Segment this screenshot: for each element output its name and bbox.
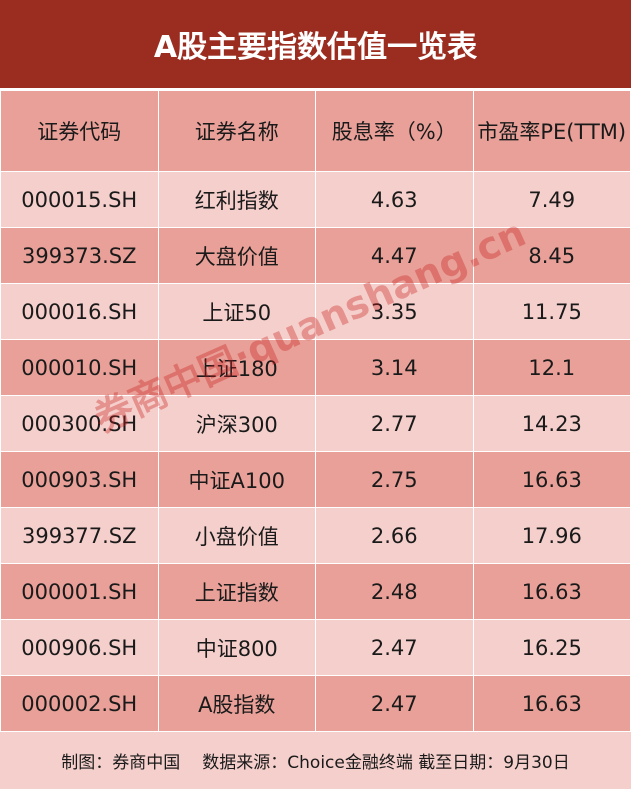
cell-dividend-yield: 4.63 bbox=[315, 171, 474, 228]
footer: 制图：券商中国 数据来源：Choice金融终端 截至日期：9月30日 bbox=[0, 732, 631, 788]
table-row: 000300.SH 沪深300 2.77 14.23 bbox=[0, 395, 631, 452]
cell-pe-ttm: 14.23 bbox=[472, 395, 631, 452]
table-header-row: 证券代码 证券名称 股息率（%） 市盈率PE(TTM) bbox=[0, 90, 631, 172]
cell-name: 中证800 bbox=[157, 619, 316, 676]
cell-name: 沪深300 bbox=[157, 395, 316, 452]
cell-code: 000300.SH bbox=[0, 395, 159, 452]
cell-name: 上证50 bbox=[157, 283, 316, 340]
header-pe-ttm: 市盈率PE(TTM) bbox=[472, 90, 631, 172]
cell-name: 上证指数 bbox=[157, 563, 316, 620]
cell-pe-ttm: 8.45 bbox=[472, 227, 631, 284]
cell-name: A股指数 bbox=[157, 675, 316, 732]
cell-code: 399377.SZ bbox=[0, 507, 159, 564]
cell-pe-ttm: 16.25 bbox=[472, 619, 631, 676]
cell-code: 000001.SH bbox=[0, 563, 159, 620]
page-title: A股主要指数估值一览表 bbox=[0, 0, 631, 90]
table-row: 000015.SH 红利指数 4.63 7.49 bbox=[0, 171, 631, 228]
table-row: 000906.SH 中证800 2.47 16.25 bbox=[0, 619, 631, 676]
cell-pe-ttm: 17.96 bbox=[472, 507, 631, 564]
footer-credit: 制图：券商中国 bbox=[61, 752, 181, 773]
cell-dividend-yield: 2.48 bbox=[315, 563, 474, 620]
cell-dividend-yield: 2.75 bbox=[315, 451, 474, 508]
cell-dividend-yield: 2.66 bbox=[315, 507, 474, 564]
cell-dividend-yield: 2.47 bbox=[315, 675, 474, 732]
cell-name: 大盘价值 bbox=[157, 227, 316, 284]
table-row: 000001.SH 上证指数 2.48 16.63 bbox=[0, 563, 631, 620]
cell-pe-ttm: 12.1 bbox=[472, 339, 631, 396]
cell-pe-ttm: 16.63 bbox=[472, 675, 631, 732]
table-row: 000002.SH A股指数 2.47 16.63 bbox=[0, 675, 631, 732]
footer-source: 数据来源：Choice金融终端 截至日期：9月30日 bbox=[202, 752, 570, 773]
cell-name: 中证A100 bbox=[157, 451, 316, 508]
table-row: 000010.SH 上证180 3.14 12.1 bbox=[0, 339, 631, 396]
cell-code: 000002.SH bbox=[0, 675, 159, 732]
cell-name: 上证180 bbox=[157, 339, 316, 396]
table-row: 399373.SZ 大盘价值 4.47 8.45 bbox=[0, 227, 631, 284]
header-dividend-yield: 股息率（%） bbox=[315, 90, 474, 172]
cell-pe-ttm: 7.49 bbox=[472, 171, 631, 228]
cell-pe-ttm: 16.63 bbox=[472, 563, 631, 620]
cell-name: 小盘价值 bbox=[157, 507, 316, 564]
cell-code: 399373.SZ bbox=[0, 227, 159, 284]
cell-pe-ttm: 16.63 bbox=[472, 451, 631, 508]
cell-code: 000903.SH bbox=[0, 451, 159, 508]
cell-dividend-yield: 2.77 bbox=[315, 395, 474, 452]
index-valuation-table: 证券代码 证券名称 股息率（%） 市盈率PE(TTM) 000015.SH 红利指… bbox=[0, 90, 631, 732]
cell-code: 000016.SH bbox=[0, 283, 159, 340]
cell-dividend-yield: 4.47 bbox=[315, 227, 474, 284]
cell-dividend-yield: 3.35 bbox=[315, 283, 474, 340]
header-code: 证券代码 bbox=[0, 90, 159, 172]
cell-dividend-yield: 2.47 bbox=[315, 619, 474, 676]
table-row: 000016.SH 上证50 3.35 11.75 bbox=[0, 283, 631, 340]
table-row: 000903.SH 中证A100 2.75 16.63 bbox=[0, 451, 631, 508]
cell-dividend-yield: 3.14 bbox=[315, 339, 474, 396]
cell-pe-ttm: 11.75 bbox=[472, 283, 631, 340]
table-row: 399377.SZ 小盘价值 2.66 17.96 bbox=[0, 507, 631, 564]
cell-code: 000010.SH bbox=[0, 339, 159, 396]
cell-code: 000015.SH bbox=[0, 171, 159, 228]
cell-name: 红利指数 bbox=[157, 171, 316, 228]
header-name: 证券名称 bbox=[157, 90, 316, 172]
cell-code: 000906.SH bbox=[0, 619, 159, 676]
